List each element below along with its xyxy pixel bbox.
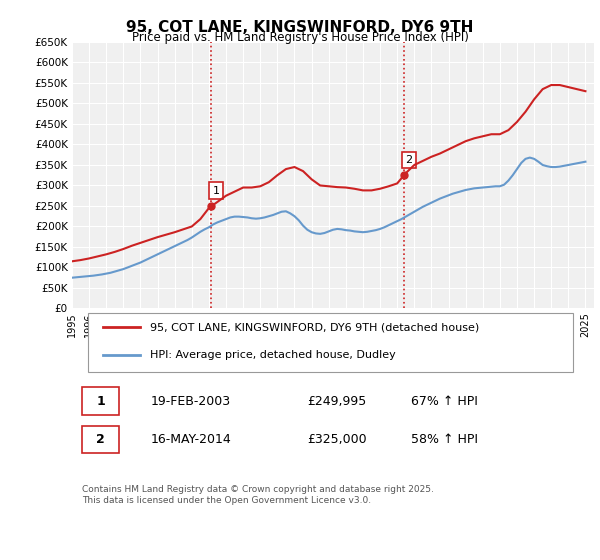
- FancyBboxPatch shape: [82, 388, 119, 415]
- Text: Contains HM Land Registry data © Crown copyright and database right 2025.
This d: Contains HM Land Registry data © Crown c…: [82, 485, 434, 505]
- Text: 58% ↑ HPI: 58% ↑ HPI: [412, 433, 478, 446]
- Text: 19-FEB-2003: 19-FEB-2003: [151, 395, 230, 408]
- Text: 16-MAY-2014: 16-MAY-2014: [151, 433, 231, 446]
- Text: £249,995: £249,995: [307, 395, 366, 408]
- Text: 1: 1: [97, 395, 105, 408]
- Text: 1: 1: [212, 186, 220, 196]
- Text: £325,000: £325,000: [307, 433, 367, 446]
- FancyBboxPatch shape: [88, 313, 573, 372]
- Text: 2: 2: [97, 433, 105, 446]
- Text: 95, COT LANE, KINGSWINFORD, DY6 9TH (detached house): 95, COT LANE, KINGSWINFORD, DY6 9TH (det…: [151, 322, 479, 332]
- Text: 67% ↑ HPI: 67% ↑ HPI: [412, 395, 478, 408]
- FancyBboxPatch shape: [82, 426, 119, 454]
- Text: HPI: Average price, detached house, Dudley: HPI: Average price, detached house, Dudl…: [151, 350, 396, 360]
- Text: 2: 2: [405, 155, 412, 165]
- Text: 95, COT LANE, KINGSWINFORD, DY6 9TH: 95, COT LANE, KINGSWINFORD, DY6 9TH: [127, 20, 473, 35]
- Text: Price paid vs. HM Land Registry's House Price Index (HPI): Price paid vs. HM Land Registry's House …: [131, 31, 469, 44]
